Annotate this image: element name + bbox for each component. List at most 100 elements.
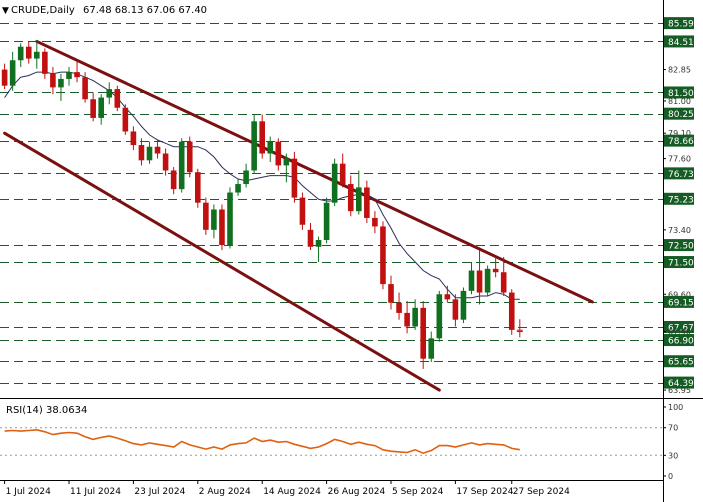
rsi-line [4, 428, 520, 455]
price-label-box [664, 86, 694, 99]
candle-body [170, 170, 177, 190]
candle [460, 287, 467, 324]
candle-body [283, 158, 290, 166]
candle-body [106, 89, 113, 98]
candle-body [420, 307, 426, 359]
candle [428, 331, 435, 363]
candle [227, 187, 233, 249]
candle [339, 153, 346, 188]
candle [388, 275, 394, 310]
rsi-tick-label: 100 [668, 403, 683, 412]
candle [122, 104, 129, 135]
candle [146, 141, 153, 164]
candle-body [468, 270, 475, 291]
candle-body [9, 60, 16, 86]
candle [162, 148, 169, 176]
candle-body [460, 290, 467, 320]
candle [372, 211, 378, 234]
candle [98, 94, 104, 125]
candle-body [58, 78, 64, 88]
candle-body [211, 209, 217, 230]
candle [299, 192, 306, 230]
price-tick-label: 82.85 [668, 66, 691, 75]
price-label-box [664, 192, 694, 205]
candle [106, 82, 113, 105]
candle-body [372, 217, 378, 227]
candle [138, 138, 145, 166]
candle [436, 290, 443, 342]
candle-body [219, 209, 225, 246]
candle [211, 204, 217, 239]
candle-body [50, 73, 56, 88]
price-support-lines [0, 23, 663, 384]
candle [267, 136, 274, 162]
candle [42, 48, 48, 79]
candle-body [251, 121, 257, 171]
candle-body [436, 294, 443, 339]
candle [34, 39, 40, 69]
time-label: 27 Sep 2024 [513, 487, 570, 497]
channel-line [35, 39, 594, 304]
candle [315, 236, 322, 263]
candle [484, 265, 491, 296]
candle [251, 114, 257, 174]
candle [130, 126, 137, 151]
candle-body [315, 240, 322, 247]
candle-body [412, 307, 418, 327]
candle-body [138, 145, 145, 161]
time-label: 14 Aug 2024 [263, 487, 321, 497]
candle [178, 138, 185, 193]
price-tick-label: 77.60 [668, 155, 691, 164]
price-label: 76.73 [668, 170, 694, 180]
candle-body [267, 141, 274, 154]
candle-body [500, 272, 507, 293]
candle [235, 178, 241, 196]
channel-line [3, 131, 441, 392]
candle-body [66, 72, 72, 79]
price-label-box [664, 334, 694, 347]
candle-body [42, 51, 48, 74]
candle [420, 301, 426, 369]
candle-body [74, 72, 80, 78]
candle-body [444, 294, 451, 300]
candle-body [428, 338, 435, 359]
candle [283, 153, 290, 183]
candle [356, 170, 362, 215]
ma-line [4, 71, 520, 300]
price-label: 75.23 [668, 195, 694, 205]
candle-body [476, 270, 483, 293]
candle-body [492, 268, 499, 273]
candle [364, 180, 370, 224]
candle [323, 197, 330, 244]
rsi-tick-label: 30 [668, 451, 678, 460]
price-label-box [664, 256, 694, 269]
candle-body [203, 202, 209, 230]
candle [74, 61, 80, 83]
candle [307, 223, 314, 251]
rsi-tick-label: 70 [668, 424, 678, 433]
moving-average [4, 71, 520, 300]
candle-body [323, 202, 330, 240]
candle [186, 136, 193, 178]
time-label: 17 Sep 2024 [456, 487, 513, 497]
trend-channel [3, 39, 594, 392]
candle-body [404, 312, 410, 327]
price-label-box [664, 239, 694, 252]
candle-body [243, 170, 249, 185]
candle [516, 319, 523, 338]
candle [195, 168, 201, 208]
price-tick-label: 73.40 [668, 226, 691, 235]
candle-body [122, 107, 129, 132]
candle-body [484, 268, 491, 293]
candle [9, 51, 16, 91]
candle-body [90, 99, 96, 118]
candle-body [235, 184, 241, 193]
price-label-box [664, 35, 694, 48]
candle-body [154, 146, 161, 154]
candle [500, 256, 507, 296]
price-label: 66.90 [668, 337, 694, 347]
candle [259, 114, 265, 159]
rsi-panel: RSI(14) 38.0634 [0, 405, 663, 456]
